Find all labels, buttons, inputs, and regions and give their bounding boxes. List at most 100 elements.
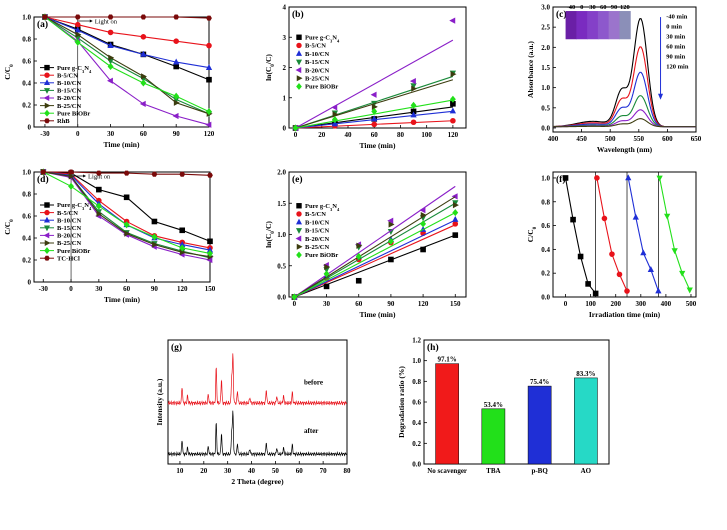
- series-line: [44, 16, 210, 69]
- series-Pure-BiOBr: [41, 13, 212, 116]
- y-tick-label: 0.4: [541, 246, 550, 254]
- y-tick-label: 1.0: [277, 231, 286, 239]
- data-point: [123, 221, 130, 229]
- data-point: [625, 174, 632, 181]
- y-tick-label: 1.0: [541, 84, 550, 92]
- y-axis-label: ln(C0/C): [264, 221, 276, 248]
- panel-label-h: (h): [427, 342, 439, 353]
- x-tick-label: 40: [345, 131, 353, 139]
- x-tick-label: TBA: [486, 467, 500, 475]
- x-tick-label: 60: [296, 467, 304, 475]
- data-point: [107, 29, 114, 36]
- legend-label: -40 min: [666, 13, 688, 20]
- data-point: [107, 41, 114, 48]
- data-point: [205, 63, 213, 70]
- data-point: [592, 290, 599, 297]
- data-point: [96, 186, 102, 193]
- data-point: [449, 17, 456, 24]
- series-line: [44, 16, 210, 126]
- data-point: [585, 281, 591, 287]
- legend-item: B-5/CN: [296, 211, 326, 218]
- data-point: [420, 246, 426, 253]
- legend-label: B-25/CN: [305, 75, 330, 82]
- data-point: [206, 256, 213, 264]
- y-tick-label: 0.0: [412, 461, 421, 469]
- legend-item: B-15/CN: [295, 228, 330, 235]
- panel-label-c: (c): [556, 9, 567, 20]
- x-tick-label: 40: [248, 467, 256, 475]
- bar-data-label: 75.4%: [530, 378, 549, 386]
- data-point: [141, 73, 147, 80]
- x-tick-label: 0: [564, 300, 568, 308]
- data-point: [410, 83, 417, 90]
- legend-marker: [44, 102, 51, 109]
- inset-vial-swatch: [576, 11, 588, 40]
- chart-panel-a: -30 0 30 60 90 120 0 0.2 0.4 0.6 0.8 1.0 (a) Time (mi…: [3, 13, 215, 149]
- x-tick-label: 60: [140, 130, 148, 138]
- series-Cycle-3: [625, 174, 662, 294]
- inset-label: 30: [589, 4, 596, 11]
- data-point: [139, 100, 146, 108]
- x-tick-label: 100: [585, 300, 596, 308]
- x-tick-label: 200: [610, 300, 621, 308]
- plot-frame-g: [167, 339, 348, 465]
- y-tick-label: 0: [28, 124, 32, 132]
- data-point: [331, 104, 338, 111]
- legend-marker: [296, 75, 303, 82]
- inset-label: 120: [620, 4, 630, 11]
- legend-label: B-20/CN: [305, 67, 330, 74]
- bar-No-scavenger: [435, 363, 459, 465]
- series-Pure-g-C3N4: [291, 232, 459, 300]
- legend-marker: [295, 218, 303, 225]
- data-point: [562, 175, 569, 181]
- data-point: [655, 287, 662, 294]
- legend-label: B-15/CN: [57, 88, 82, 95]
- data-point: [107, 62, 114, 71]
- legend-marker: [296, 34, 302, 40]
- x-tick-label: 30: [323, 300, 331, 308]
- legend-item: B-5/CN: [40, 72, 78, 79]
- data-point: [371, 121, 378, 128]
- x-tick-label: 90: [173, 130, 181, 138]
- y-axis-label: Absorbance (a.u.): [526, 41, 535, 98]
- y-axis-label: Intensity (a.u.): [155, 378, 164, 425]
- y-tick-label: 1.5: [541, 64, 550, 72]
- chart-panel-h: 0.0 0.2 0.4 0.6 0.8 1.0 1.2 (h) Degradation rati…: [397, 337, 610, 475]
- spectrum-30-min: [552, 71, 696, 128]
- data-point: [179, 244, 186, 252]
- x-tick-label: 80: [344, 467, 352, 475]
- y-tick-label: 0.2: [541, 270, 550, 278]
- legend-label: Pure BiOBr: [305, 252, 338, 259]
- legend-label: B-10/CN: [57, 80, 82, 87]
- chart-panel-g: 10 20 30 40 50 60 70 80 (g) 2 Theta (degree) Inten…: [155, 339, 352, 486]
- y-tick-label: 1.2: [412, 337, 421, 345]
- x-tick-label: 0: [293, 300, 297, 308]
- x-axis-label: 2 Theta (degree): [231, 477, 284, 486]
- legend-item: Pure BiOBr: [40, 247, 90, 255]
- legend-label: Pure BiOBr: [57, 248, 90, 255]
- legend-item: TC-HCl: [40, 255, 80, 262]
- series-Cycle-4: [656, 175, 693, 294]
- legend-label: B-20/CN: [57, 95, 82, 102]
- legend-item: B-20/CN: [295, 235, 330, 243]
- spectrum-120-min: [552, 118, 696, 128]
- fit-line: [294, 196, 456, 298]
- x-tick-label: 50: [272, 467, 280, 475]
- fit-line: [294, 202, 456, 298]
- y-tick-label: 3: [283, 34, 287, 42]
- y-axis-label: Degradation ratio (%): [397, 366, 406, 438]
- x-tick-label: 400: [661, 300, 672, 308]
- x-axis-label: Time (min): [360, 141, 396, 150]
- legend-marker: [44, 72, 50, 78]
- data-point: [632, 213, 639, 220]
- legend-label: Pure g-C3N4: [305, 203, 340, 212]
- data-point: [371, 115, 378, 122]
- legend-label: TC-HCl: [57, 255, 80, 262]
- legend-marker: [44, 255, 50, 261]
- data-point: [95, 170, 102, 176]
- legend-item: B-10/CN: [295, 50, 330, 58]
- data-point: [656, 175, 663, 182]
- legend-item: Pure g-C3N4: [296, 203, 340, 212]
- x-tick-label: 20: [318, 131, 326, 139]
- panel-label-d: (d): [37, 174, 49, 185]
